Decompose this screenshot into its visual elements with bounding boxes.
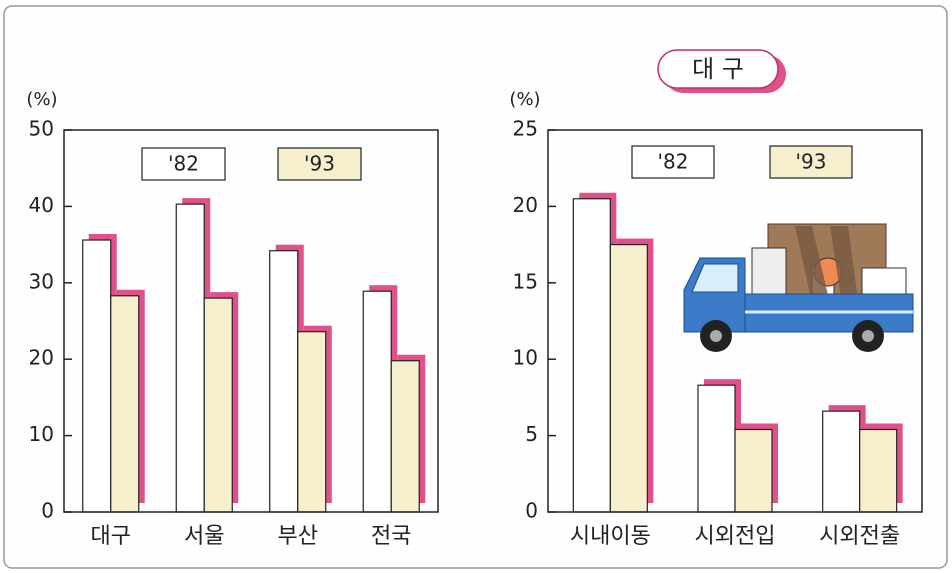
- y-tick-label: 0: [41, 499, 54, 523]
- x-tick-label: 서울: [184, 524, 224, 549]
- bar: [82, 239, 112, 513]
- x-tick-label: 대구: [91, 524, 131, 549]
- legend-label: '93: [304, 152, 335, 176]
- bar: [697, 384, 736, 513]
- plot-frame: [547, 129, 923, 513]
- y-tick-label: 50: [29, 117, 54, 141]
- x-tick-label: 부산: [278, 524, 318, 549]
- legend-box: [631, 145, 715, 179]
- y-tick-label: 20: [513, 193, 538, 217]
- bar: [390, 360, 420, 513]
- legend-box: [277, 147, 362, 181]
- x-tick-label: 시외전입: [695, 524, 776, 549]
- bar: [734, 428, 773, 513]
- bar: [822, 410, 861, 513]
- truck-illustration: [683, 223, 914, 352]
- legend-box: [141, 147, 226, 181]
- bar: [859, 428, 898, 513]
- x-tick-label: 시외전출: [819, 524, 900, 549]
- y-tick-label: 25: [513, 117, 538, 141]
- y-tick-label: 20: [29, 346, 54, 370]
- y-tick-label: 30: [29, 269, 54, 293]
- bar: [609, 244, 648, 513]
- x-tick-label: 전국: [371, 524, 411, 549]
- plot-frame: [63, 129, 439, 513]
- x-tick-label: 시내이동: [570, 524, 651, 549]
- bar: [362, 290, 392, 513]
- title-pill: [657, 49, 779, 89]
- legend-label: '82: [658, 150, 689, 174]
- chart-title: 대 구: [692, 55, 744, 83]
- bar: [297, 331, 327, 513]
- bar: [110, 295, 140, 513]
- bar: [203, 297, 233, 513]
- y-tick-label: 10: [29, 422, 54, 446]
- y-tick-label: 0: [525, 499, 538, 523]
- bar: [175, 203, 205, 513]
- y-tick-label: 10: [513, 346, 538, 370]
- y-tick-label: 40: [29, 193, 54, 217]
- y-axis-label: (%): [509, 89, 540, 110]
- legend-box: [769, 145, 853, 179]
- legend-label: '82: [168, 152, 199, 176]
- y-tick-label: 5: [525, 422, 538, 446]
- bar: [269, 250, 299, 513]
- y-tick-label: 15: [513, 269, 538, 293]
- legend-label: '93: [796, 150, 827, 174]
- bar: [572, 198, 611, 513]
- y-axis-label: (%): [26, 89, 57, 110]
